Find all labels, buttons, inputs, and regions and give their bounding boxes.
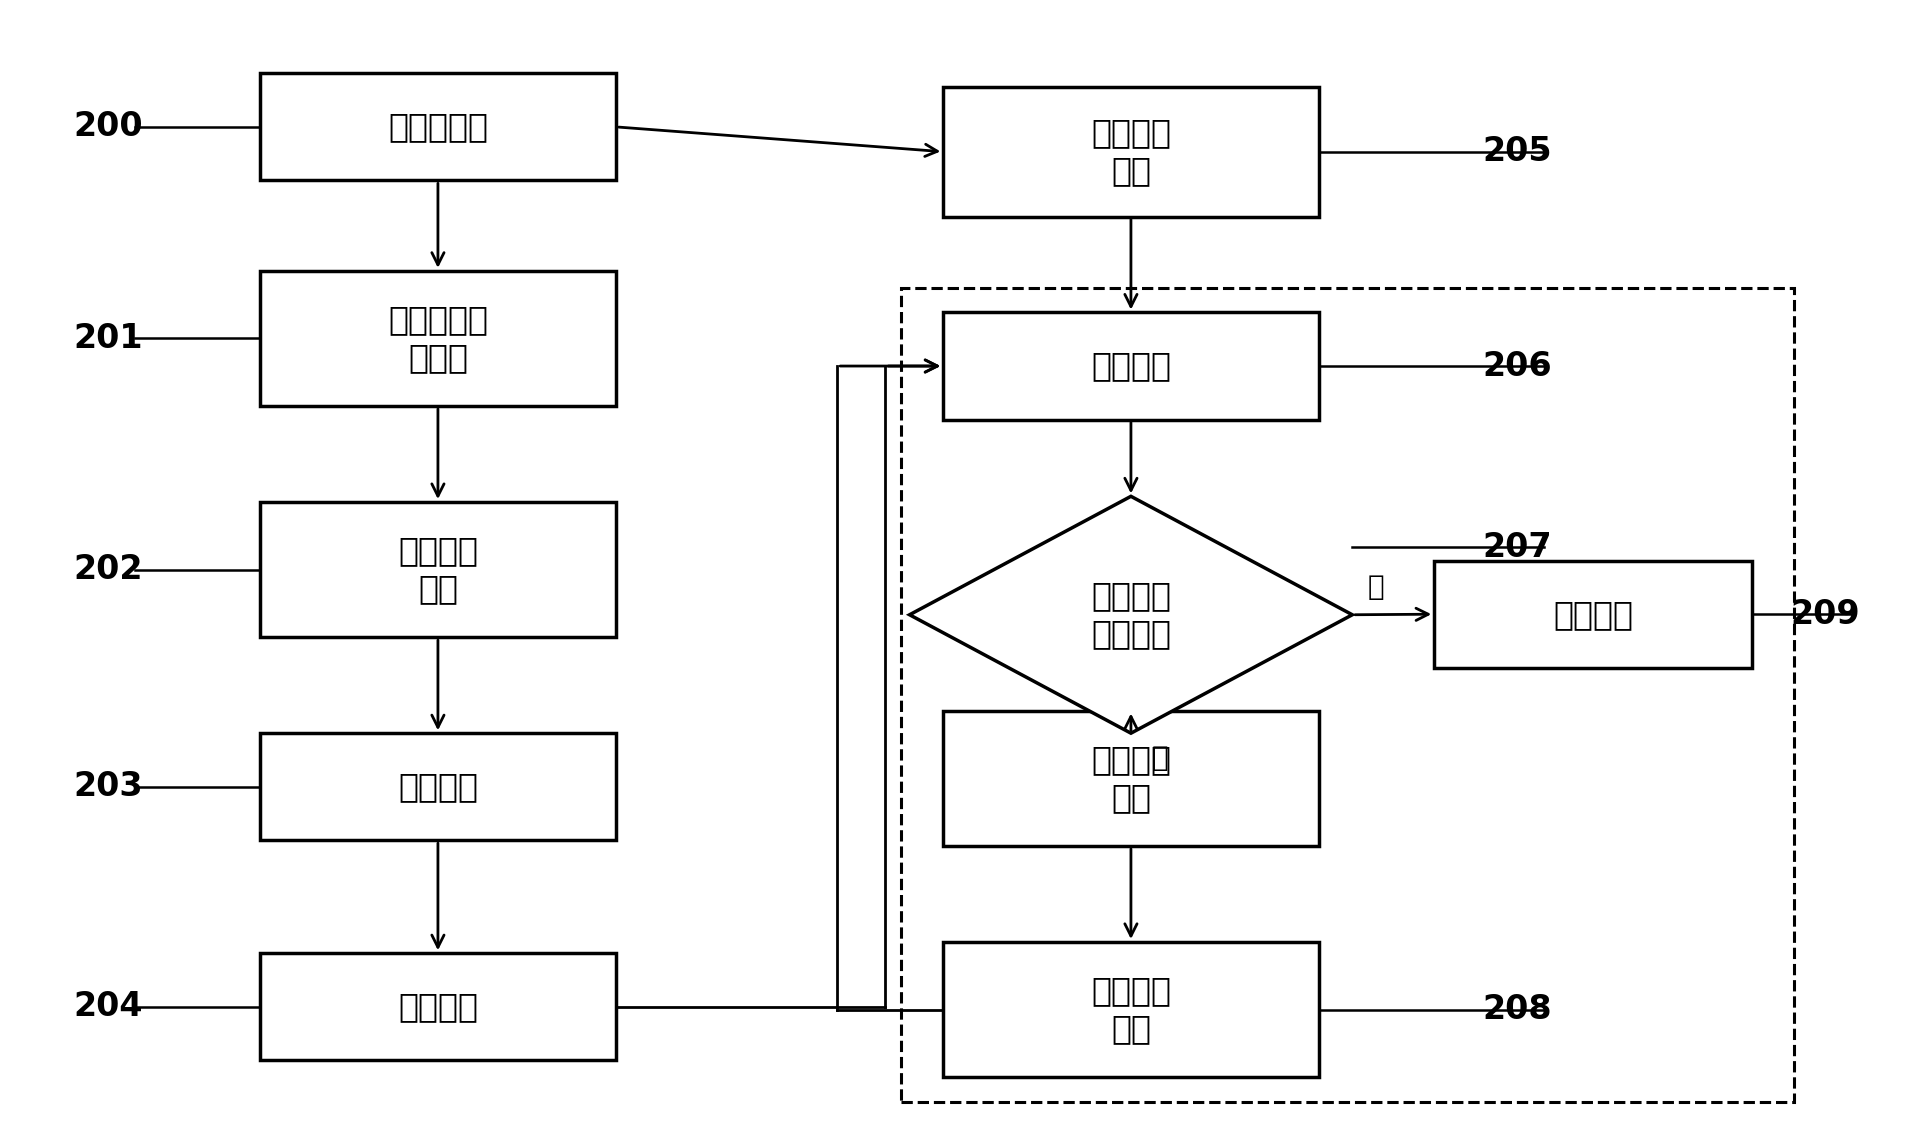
Text: 数据叠加: 数据叠加 [398,770,477,803]
Text: 读取心电
数据: 读取心电 数据 [398,534,477,606]
Text: 209: 209 [1790,598,1860,631]
Text: 205: 205 [1482,135,1552,168]
Text: 结果显示: 结果显示 [1091,350,1170,382]
Text: 203: 203 [73,770,142,803]
Text: 200: 200 [73,111,142,143]
Text: 202: 202 [73,553,142,587]
Bar [901,288,1794,1102]
Text: 分析结果
修正: 分析结果 修正 [1091,973,1170,1046]
Text: 206: 206 [1482,350,1552,382]
Bar [943,711,1319,846]
Bar [260,733,616,840]
Text: 204: 204 [73,990,142,1023]
Bar [943,942,1319,1077]
Text: 208: 208 [1482,993,1552,1026]
Text: 否: 否 [1367,573,1384,601]
Polygon shape [911,496,1351,733]
Text: 是否进行
人工干预: 是否进行 人工干预 [1091,579,1170,651]
Text: 报告打印: 报告打印 [1553,598,1632,631]
Bar [260,502,616,637]
Text: 波形识别: 波形识别 [398,990,477,1023]
Text: 读取心搏信
息数据: 读取心搏信 息数据 [389,302,487,374]
Bar [260,271,616,406]
Bar [260,73,616,180]
Bar [943,87,1319,217]
Text: 叠加波形
显示: 叠加波形 显示 [1091,116,1170,187]
Bar [1434,561,1752,668]
Bar [943,312,1319,420]
Text: 是: 是 [1151,744,1168,773]
Text: 207: 207 [1482,530,1552,564]
Bar [260,953,616,1060]
Text: 选择时间段: 选择时间段 [389,111,487,143]
Text: 调整波形
位置: 调整波形 位置 [1091,742,1170,814]
Text: 201: 201 [73,321,142,355]
